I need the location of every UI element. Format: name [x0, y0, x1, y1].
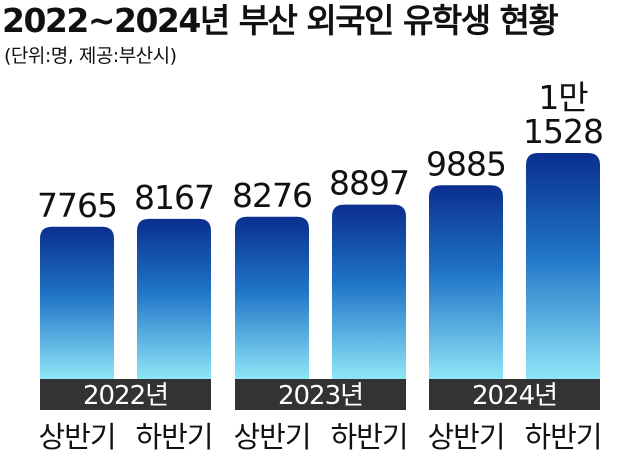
category-label-3: 하반기	[330, 420, 407, 454]
category-label-2: 상반기	[233, 420, 310, 454]
value-label-2: 8276	[232, 176, 312, 215]
chart-title: 2022~2024년 부산 외국인 유학생 현황	[2, 1, 559, 40]
value-label-5-line-0: 1만	[538, 78, 588, 117]
bar-2	[235, 216, 309, 379]
value-label-1: 8167	[134, 178, 214, 217]
value-label-0: 7765	[37, 186, 117, 225]
value-label-5-line-1: 1528	[523, 112, 603, 151]
bar-0	[40, 226, 114, 379]
bar-1	[137, 218, 211, 379]
year-band-1	[235, 379, 406, 410]
year-label-1: 2023년	[278, 381, 363, 411]
chart-subtitle: (단위:명, 제공:부산시)	[4, 45, 177, 67]
year-label-0: 2022년	[83, 381, 168, 411]
category-label-4: 상반기	[427, 420, 504, 454]
year-band-2	[429, 379, 600, 410]
year-label-2: 2024년	[472, 381, 557, 411]
year-band-0	[40, 379, 211, 410]
category-labels-layer: 상반기 하반기 상반기 하반기 상반기 하반기	[38, 420, 602, 454]
category-label-1: 하반기	[135, 420, 212, 454]
bar-3	[332, 204, 406, 379]
value-label-3: 8897	[329, 164, 409, 203]
value-label-4: 9885	[426, 144, 506, 183]
category-label-0: 상반기	[38, 420, 115, 454]
bar-5	[526, 153, 600, 379]
category-label-5: 하반기	[524, 420, 601, 454]
year-band-layer: 2022년 2023년 2024년	[40, 379, 600, 411]
bars-layer	[40, 153, 600, 379]
bar-4	[429, 185, 503, 379]
